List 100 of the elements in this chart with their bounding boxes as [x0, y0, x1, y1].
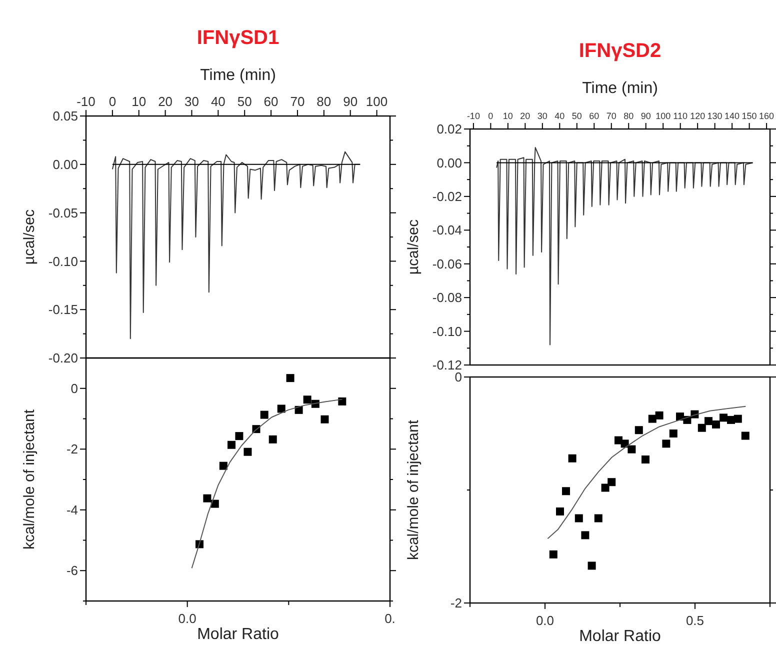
point — [556, 507, 564, 516]
x-tick-label: 40 — [210, 94, 226, 109]
y-axis-title: µcal/sec — [405, 218, 422, 275]
x-tick-label: 100 — [366, 94, 388, 109]
x-tick-label: 40 — [554, 111, 565, 121]
x-tick-label: 70 — [606, 111, 616, 121]
point — [634, 426, 643, 434]
y-tick-label: -0.05 — [48, 205, 78, 220]
x-tick-label: 0 — [488, 111, 494, 121]
point — [712, 420, 720, 428]
x-axis-title: Molar Ratio — [579, 628, 661, 645]
point — [655, 411, 664, 420]
point — [648, 414, 656, 423]
point — [588, 562, 596, 570]
y-tick-label: 0.00 — [436, 155, 462, 170]
y-axis-title: kcal/mole of injectant — [405, 419, 422, 560]
y-tick-label: 0.00 — [52, 156, 78, 172]
x-tick-label: 0.5 — [686, 613, 704, 628]
point — [568, 454, 576, 462]
x-tick-label: 120 — [690, 111, 706, 121]
point — [562, 487, 570, 496]
x-tick-label: 20 — [520, 111, 530, 121]
x-tick-label: 0.0 — [536, 613, 554, 628]
x-tick-label: 10 — [132, 94, 146, 109]
y-tick-label: -0.02 — [432, 188, 462, 204]
x-tick-label: 50 — [572, 111, 582, 121]
point — [601, 484, 610, 492]
x-tick-label: 110 — [673, 111, 688, 121]
x-tick-label: 30 — [184, 94, 199, 109]
x-tick-label: 80 — [316, 94, 332, 109]
y-tick-label: 0.02 — [436, 122, 462, 137]
x-axis-title: Time (min) — [200, 67, 276, 84]
chart-title: IFNγSD2 — [578, 40, 662, 62]
y-tick-label: 0 — [70, 380, 78, 396]
point — [549, 550, 558, 558]
point — [704, 417, 712, 426]
y-axis-title: kcal/mole of injectant — [21, 408, 38, 550]
point — [203, 494, 212, 502]
y-tick-label: 0.05 — [52, 108, 78, 124]
point — [628, 445, 636, 454]
x-tick-label: 20 — [158, 94, 173, 109]
x-tick-label: 70 — [290, 94, 305, 109]
x-tick-label: 0.0 — [178, 611, 196, 626]
point — [581, 531, 590, 540]
point — [608, 478, 616, 486]
point — [741, 432, 750, 440]
x-tick-label: 100 — [656, 111, 671, 121]
point — [320, 415, 329, 424]
point — [698, 424, 706, 432]
x-tick-label: 90 — [640, 111, 651, 121]
line-series — [547, 406, 746, 540]
y-tick-label: -6 — [66, 563, 78, 578]
point — [303, 396, 312, 404]
y-tick-label: -4 — [66, 502, 78, 518]
y-tick-label: -0.06 — [432, 256, 462, 272]
x-tick-label: 130 — [707, 111, 722, 121]
point — [244, 448, 252, 456]
y-tick-label: -0.04 — [432, 222, 462, 238]
y-tick-label: -2 — [66, 442, 78, 457]
point — [662, 440, 670, 448]
line-series — [496, 147, 754, 346]
y-tick-label: -0.15 — [48, 302, 78, 318]
point — [734, 414, 742, 423]
y-tick-label: -0.10 — [432, 324, 462, 339]
point — [219, 462, 228, 470]
x-axis-title: Molar Ratio — [197, 626, 279, 643]
x-tick-label: 140 — [724, 111, 740, 121]
point — [574, 514, 583, 522]
point — [720, 414, 728, 422]
x-tick-label: -10 — [76, 94, 96, 109]
y-tick-label: -2 — [450, 596, 462, 611]
x-tick-label: 0 — [108, 94, 116, 109]
x-tick-label: 90 — [343, 94, 358, 109]
x-tick-label: -10 — [466, 111, 480, 121]
y-tick-label: -0.10 — [48, 254, 78, 269]
point — [594, 514, 602, 522]
x-tick-label: 30 — [537, 111, 548, 121]
point — [210, 500, 219, 508]
x-axis-title: Time (min) — [582, 80, 658, 97]
point — [277, 404, 286, 413]
y-axis-title: µcal/sec — [21, 208, 38, 265]
x-tick-label: 150 — [742, 111, 757, 121]
point — [669, 430, 678, 438]
x-tick-label: 80 — [624, 111, 634, 121]
x-tick-label: 160 — [759, 111, 774, 121]
x-tick-label: 0. — [384, 611, 396, 626]
point — [642, 455, 650, 464]
point — [260, 410, 268, 419]
point — [228, 440, 236, 449]
point — [338, 397, 346, 406]
point — [235, 432, 244, 440]
x-tick-label: 60 — [264, 94, 278, 109]
x-tick-label: 50 — [237, 94, 252, 109]
point — [286, 374, 294, 382]
point — [268, 435, 277, 444]
y-tick-label: -0.08 — [432, 290, 462, 306]
chart-title: IFNγSD1 — [196, 27, 280, 49]
x-tick-label: 60 — [589, 111, 600, 121]
x-tick-label: 10 — [502, 111, 513, 121]
y-tick-label: -0.20 — [48, 350, 78, 366]
